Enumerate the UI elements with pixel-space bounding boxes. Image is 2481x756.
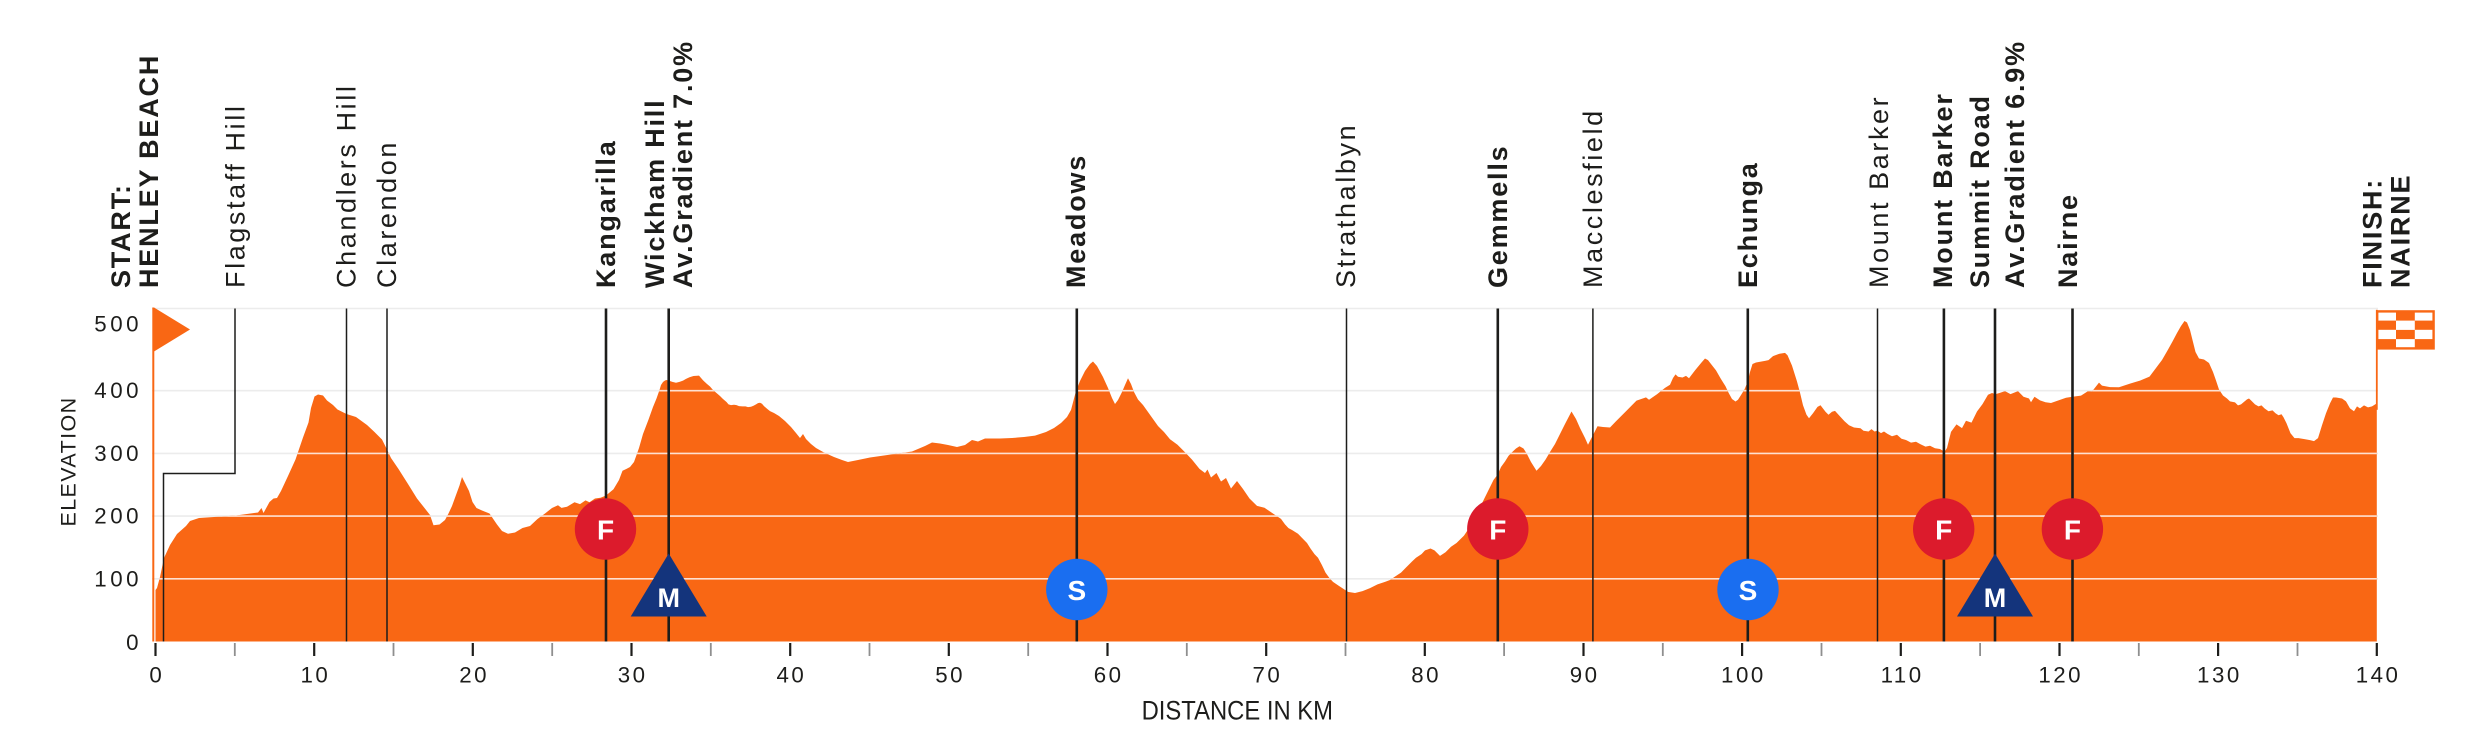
svg-text:Gemmells: Gemmells — [1483, 145, 1513, 288]
svg-text:F: F — [1935, 515, 1952, 546]
svg-text:Meadows: Meadows — [1061, 154, 1091, 288]
svg-text:Echunga: Echunga — [1733, 161, 1763, 288]
svg-text:140: 140 — [2356, 663, 2401, 688]
svg-text:F: F — [2064, 515, 2081, 546]
svg-text:Kangarilla: Kangarilla — [591, 139, 621, 288]
svg-text:50: 50 — [935, 663, 965, 688]
svg-text:200: 200 — [94, 504, 142, 529]
svg-text:Nairne: Nairne — [2053, 193, 2083, 288]
svg-text:ELEVATION: ELEVATION — [57, 396, 81, 526]
svg-text:START:: START: — [106, 183, 136, 288]
svg-text:0: 0 — [149, 663, 164, 688]
svg-text:400: 400 — [94, 378, 142, 403]
svg-text:M: M — [657, 583, 680, 613]
svg-text:S: S — [1067, 575, 1086, 606]
svg-text:80: 80 — [1411, 663, 1441, 688]
svg-text:110: 110 — [1881, 663, 1924, 688]
svg-text:Av.Gradient 6.9%: Av.Gradient 6.9% — [2000, 40, 2030, 288]
svg-text:90: 90 — [1570, 663, 1600, 688]
svg-text:Mount Barker: Mount Barker — [1928, 92, 1958, 288]
svg-text:Chandlers Hill: Chandlers Hill — [332, 84, 362, 288]
svg-text:120: 120 — [2038, 663, 2083, 688]
svg-text:Macclesfield: Macclesfield — [1578, 108, 1608, 288]
svg-text:70: 70 — [1252, 663, 1282, 688]
svg-text:0: 0 — [126, 630, 142, 655]
svg-text:500: 500 — [94, 312, 142, 337]
svg-text:HENLEY BEACH: HENLEY BEACH — [134, 54, 164, 288]
svg-text:30: 30 — [618, 663, 648, 688]
svg-text:NAIRNE: NAIRNE — [2386, 174, 2416, 288]
svg-text:300: 300 — [94, 441, 142, 466]
svg-text:Av.Gradient 7.0%: Av.Gradient 7.0% — [668, 40, 698, 288]
svg-text:Wickham Hill: Wickham Hill — [640, 99, 670, 288]
svg-text:FINISH:: FINISH: — [2358, 178, 2388, 288]
svg-text:S: S — [1739, 575, 1758, 606]
svg-text:Flagstaff Hill: Flagstaff Hill — [221, 104, 251, 288]
svg-text:20: 20 — [459, 663, 489, 688]
svg-text:100: 100 — [94, 566, 142, 591]
svg-text:60: 60 — [1094, 663, 1124, 688]
svg-text:Clarendon: Clarendon — [372, 140, 402, 288]
svg-text:Strathalbyn: Strathalbyn — [1331, 123, 1361, 288]
svg-text:40: 40 — [776, 663, 806, 688]
svg-text:DISTANCE IN KM: DISTANCE IN KM — [1142, 696, 1333, 726]
svg-text:F: F — [1489, 515, 1506, 546]
svg-text:Mount Barker: Mount Barker — [1864, 95, 1894, 288]
svg-text:10: 10 — [300, 663, 330, 688]
svg-text:100: 100 — [1721, 663, 1766, 688]
svg-text:M: M — [1984, 583, 2007, 613]
svg-text:130: 130 — [2197, 663, 2242, 688]
svg-text:F: F — [597, 515, 614, 546]
svg-text:Summit Road: Summit Road — [1965, 94, 1995, 288]
